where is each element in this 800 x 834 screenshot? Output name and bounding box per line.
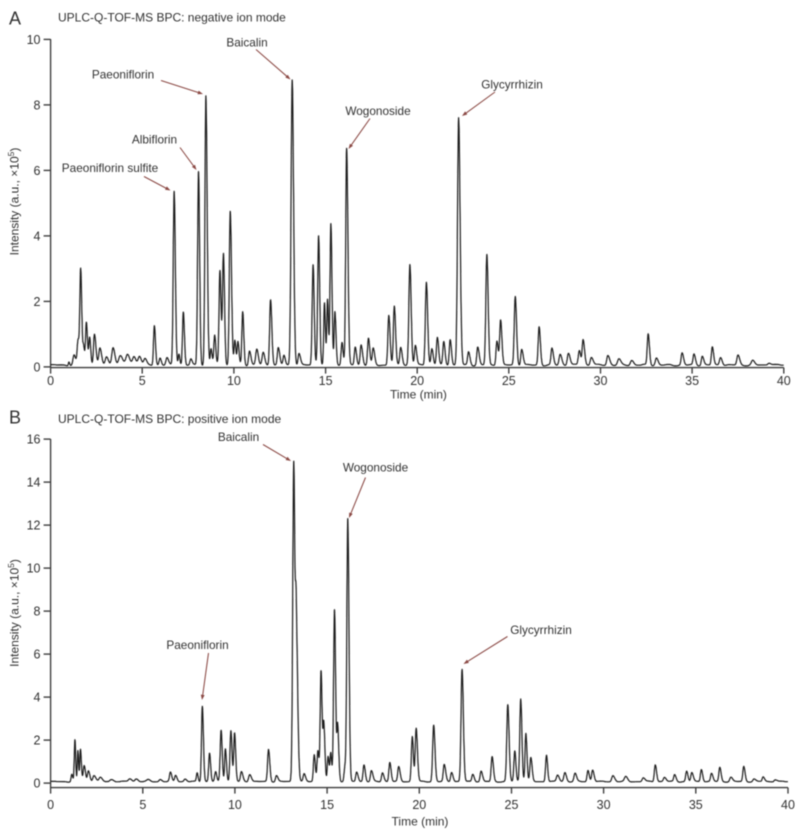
svg-text:Time (min): Time (min) [390, 388, 447, 402]
svg-text:25: 25 [502, 374, 516, 388]
svg-text:5: 5 [139, 798, 146, 812]
svg-text:12: 12 [27, 519, 41, 533]
svg-text:35: 35 [689, 798, 703, 812]
svg-text:Intensity (a.u., ×105): Intensity (a.u., ×105) [6, 148, 22, 256]
svg-text:Wogonoside: Wogonoside [343, 461, 409, 475]
svg-text:30: 30 [597, 798, 611, 812]
svg-text:15: 15 [320, 798, 334, 812]
svg-text:Paeoniflorin: Paeoniflorin [166, 638, 228, 652]
svg-text:40: 40 [781, 798, 795, 812]
svg-text:Paeoniflorin sulfite: Paeoniflorin sulfite [62, 161, 159, 175]
svg-text:B: B [9, 408, 21, 428]
svg-text:Baicalin: Baicalin [226, 36, 267, 50]
svg-text:UPLC-Q-TOF-MS BPC: positive io: UPLC-Q-TOF-MS BPC: positive ion mode [58, 412, 281, 426]
svg-text:5: 5 [139, 374, 146, 388]
svg-text:6: 6 [34, 648, 41, 662]
svg-text:8: 8 [34, 605, 41, 619]
svg-text:0: 0 [47, 798, 54, 812]
svg-text:UPLC-Q-TOF-MS BPC: negative io: UPLC-Q-TOF-MS BPC: negative ion mode [58, 11, 286, 25]
svg-text:4: 4 [34, 691, 41, 705]
svg-text:10: 10 [27, 562, 41, 576]
svg-text:10: 10 [27, 33, 41, 47]
svg-text:35: 35 [685, 374, 699, 388]
svg-text:14: 14 [27, 476, 41, 490]
svg-text:6: 6 [34, 164, 41, 178]
svg-text:40: 40 [777, 374, 791, 388]
svg-text:10: 10 [228, 798, 242, 812]
svg-text:20: 20 [410, 374, 424, 388]
svg-text:Time (min): Time (min) [392, 815, 449, 829]
svg-text:Albiflorin: Albiflorin [132, 133, 177, 147]
svg-text:0: 0 [47, 374, 54, 388]
svg-text:Glycyrrhizin: Glycyrrhizin [481, 78, 543, 92]
svg-text:Baicalin: Baicalin [218, 430, 259, 444]
svg-text:2: 2 [34, 734, 41, 748]
svg-text:4: 4 [34, 229, 41, 243]
svg-text:10: 10 [227, 374, 241, 388]
svg-text:A: A [9, 8, 21, 28]
svg-text:8: 8 [34, 98, 41, 112]
svg-text:16: 16 [27, 433, 41, 447]
svg-text:30: 30 [594, 374, 608, 388]
svg-text:25: 25 [505, 798, 519, 812]
svg-text:Wogonoside: Wogonoside [345, 104, 411, 118]
svg-text:15: 15 [319, 374, 333, 388]
svg-text:0: 0 [34, 777, 41, 791]
svg-text:0: 0 [34, 360, 41, 374]
svg-text:Intensity (a.u., ×105): Intensity (a.u., ×105) [6, 559, 22, 667]
svg-text:2: 2 [34, 295, 41, 309]
svg-text:20: 20 [412, 798, 426, 812]
svg-text:Glycyrrhizin: Glycyrrhizin [510, 623, 572, 637]
svg-text:Paeoniflorin: Paeoniflorin [92, 68, 154, 82]
